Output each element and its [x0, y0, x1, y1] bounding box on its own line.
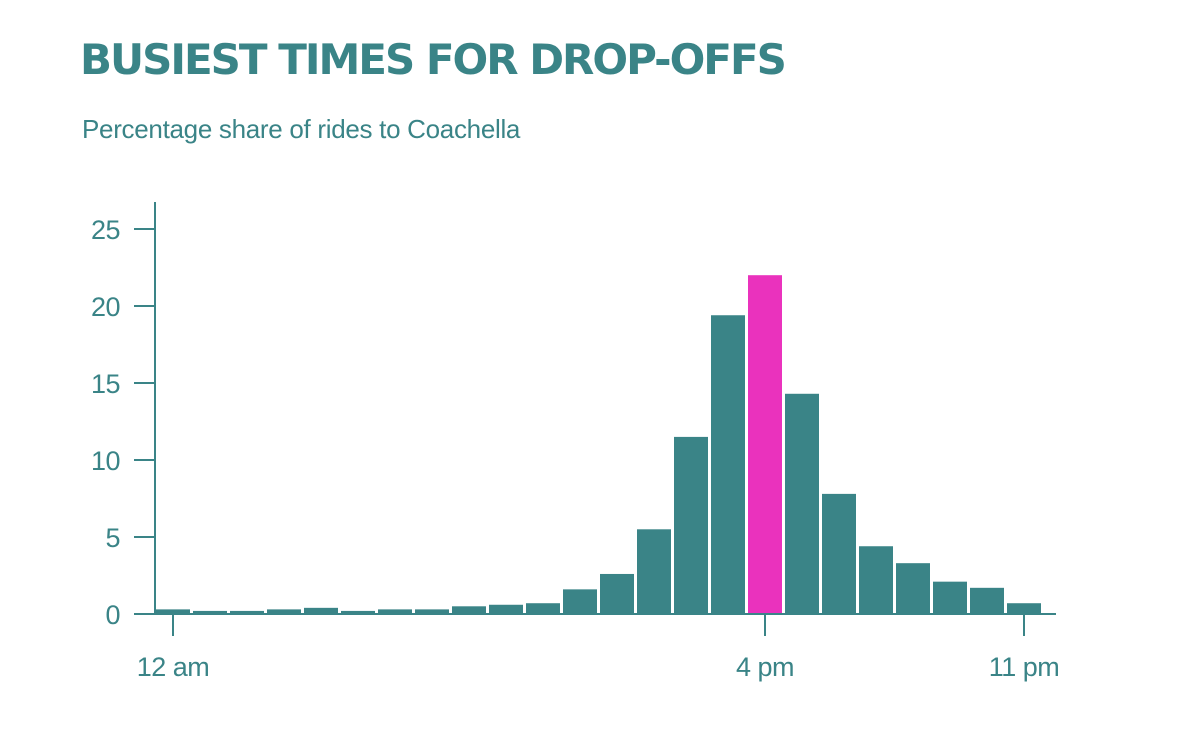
- bar-hour-0: [156, 609, 190, 614]
- bar-hour-9: [489, 604, 523, 614]
- bar-hour-6: [378, 609, 412, 614]
- y-tick-label: 5: [105, 523, 120, 553]
- tick-labels-group: 0 5 10 15 20 25 12 am 4 pm 11 pm: [91, 215, 1060, 682]
- bar-hour-19: [859, 546, 893, 614]
- bar-hour-15: [711, 315, 745, 614]
- y-tick-label: 25: [91, 215, 120, 245]
- axes-group: [134, 202, 1056, 636]
- bar-hour-4: [304, 607, 338, 614]
- bar-hour-12: [600, 573, 634, 614]
- bar-hour-14: [674, 436, 708, 614]
- bar-hour-3: [267, 609, 301, 614]
- y-tick-label: 10: [91, 446, 120, 476]
- x-tick-label: 12 am: [137, 652, 210, 682]
- y-tick-label: 20: [91, 292, 120, 322]
- bar-hour-17: [785, 393, 819, 614]
- bar-hour-1: [193, 610, 227, 614]
- chart-title: BUSIEST TIMES FOR DROP-OFFS: [80, 35, 787, 84]
- bar-hour-13: [637, 529, 671, 614]
- bar-hour-21: [933, 581, 967, 614]
- bar-hour-2: [230, 610, 264, 614]
- chart-subtitle: Percentage share of rides to Coachella: [82, 114, 521, 144]
- bar-hour-5: [341, 610, 375, 614]
- bar-hour-18: [822, 493, 856, 614]
- bar-hour-20: [896, 563, 930, 614]
- x-tick-label: 11 pm: [989, 652, 1060, 682]
- bar-hour-22: [970, 587, 1004, 614]
- y-tick-label: 0: [105, 600, 120, 630]
- bar-hour-8: [452, 606, 486, 614]
- y-tick-label: 15: [91, 369, 120, 399]
- x-tick-label: 4 pm: [736, 652, 794, 682]
- bar-hour-23: [1007, 603, 1041, 614]
- bar-hour-10: [526, 603, 560, 614]
- bar-hour-7: [415, 609, 449, 614]
- bar-hour-11: [563, 589, 597, 614]
- bars-group: [156, 275, 1041, 614]
- bar-peak-hour: [748, 275, 782, 614]
